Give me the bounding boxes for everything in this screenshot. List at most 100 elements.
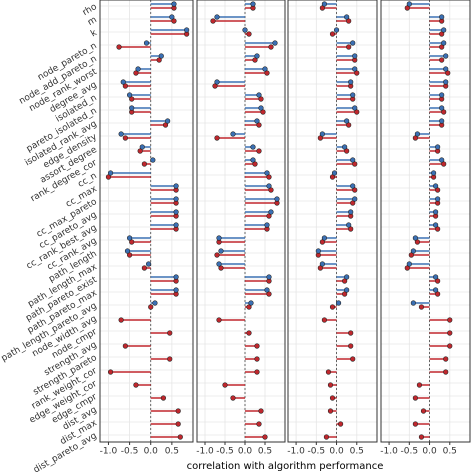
dot <box>433 209 439 215</box>
dot <box>150 157 156 163</box>
dot <box>167 330 173 336</box>
dot <box>175 408 181 414</box>
x-tick-label: -1.0 <box>196 447 214 457</box>
dot <box>254 356 260 362</box>
dot <box>254 53 260 59</box>
dot <box>107 369 114 375</box>
dot <box>216 261 222 267</box>
dot <box>256 421 262 427</box>
x-tick-label: 0.0 <box>238 447 253 457</box>
dot <box>246 304 252 310</box>
dot <box>443 66 449 72</box>
dot <box>107 170 114 176</box>
dot <box>260 109 266 115</box>
dot <box>129 105 135 111</box>
dot <box>350 40 356 46</box>
dot <box>430 170 437 176</box>
x-axis-title: correlation with algorithm performance <box>187 461 384 472</box>
panel-border <box>287 0 378 443</box>
dot <box>319 131 325 137</box>
dot <box>342 291 348 297</box>
dot <box>214 79 220 85</box>
dot <box>118 317 124 323</box>
dot <box>418 304 425 310</box>
dot <box>268 209 274 215</box>
dot <box>171 18 177 24</box>
dot <box>443 356 449 362</box>
dot <box>344 148 350 154</box>
dot <box>254 343 260 349</box>
dot <box>264 222 270 228</box>
dot <box>348 209 354 215</box>
dot <box>242 27 248 33</box>
dot <box>129 96 135 102</box>
x-tick-label: 0.5 <box>258 447 272 457</box>
x-tick-label: -0.5 <box>401 447 419 457</box>
dot <box>137 148 143 154</box>
dot <box>139 144 145 150</box>
y-tick-label: rho <box>81 2 99 18</box>
dot <box>439 105 445 111</box>
dot <box>160 395 167 401</box>
dot <box>445 70 451 76</box>
dot <box>258 408 264 414</box>
dot <box>216 317 222 323</box>
dot <box>439 14 445 20</box>
dot <box>135 66 141 72</box>
dot <box>122 83 128 89</box>
dot <box>250 157 256 163</box>
dot <box>126 235 133 241</box>
dot <box>256 122 262 128</box>
dot <box>158 53 164 59</box>
dot <box>420 408 427 414</box>
dot <box>268 187 274 193</box>
dot <box>346 122 352 128</box>
dot <box>173 222 179 228</box>
dot <box>319 261 325 267</box>
dot <box>173 287 179 293</box>
dot <box>406 1 412 7</box>
dot <box>443 79 449 85</box>
dot <box>406 261 412 267</box>
dot <box>348 330 354 336</box>
dot <box>439 44 445 50</box>
dot <box>129 239 135 245</box>
dot <box>352 187 358 193</box>
dot <box>218 248 224 254</box>
dot <box>218 265 224 271</box>
dot <box>169 14 175 20</box>
dot <box>250 1 256 7</box>
dot <box>266 291 272 297</box>
x-tick-label: 0.0 <box>144 447 159 457</box>
dot <box>173 196 179 202</box>
dot <box>433 183 439 189</box>
dot <box>118 131 124 137</box>
dot <box>331 170 338 176</box>
dot <box>435 187 441 193</box>
dot <box>274 196 280 202</box>
dot <box>410 248 416 254</box>
x-tick-label: -0.5 <box>121 447 139 457</box>
dot <box>337 421 344 427</box>
x-tick-label: -1.0 <box>380 447 398 457</box>
dot <box>122 343 128 349</box>
dot <box>354 70 360 76</box>
dot <box>167 356 173 362</box>
dot <box>350 157 356 163</box>
dot <box>256 148 262 154</box>
dot <box>156 57 162 63</box>
dot <box>148 304 154 310</box>
dot <box>329 395 336 401</box>
dot <box>230 131 236 137</box>
x-tick-label: -0.5 <box>308 447 326 457</box>
dot <box>433 287 439 293</box>
dot <box>262 434 268 440</box>
dot <box>435 196 441 202</box>
x-tick-label: 0.0 <box>329 447 344 457</box>
dot <box>126 92 133 98</box>
dot <box>350 183 356 189</box>
dot <box>344 118 350 124</box>
dot <box>321 317 328 323</box>
dot <box>252 57 258 63</box>
dot <box>124 248 131 254</box>
